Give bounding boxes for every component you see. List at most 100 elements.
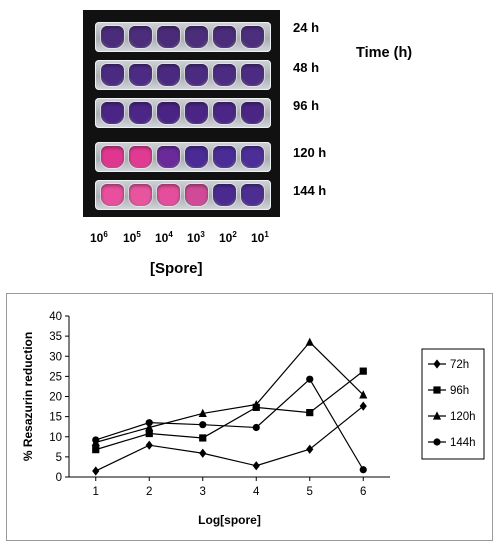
data-point-72h <box>252 461 260 471</box>
plate-strip <box>95 180 271 210</box>
plate-well <box>129 64 152 86</box>
legend-entry: 144h <box>450 437 476 449</box>
y-tick-label: 40 <box>49 311 62 323</box>
y-tick-label: 10 <box>49 432 62 444</box>
concentration-label: 106 <box>90 230 108 245</box>
legend-entry: 72h <box>450 359 469 371</box>
data-point-72h <box>199 448 207 458</box>
concentration-label: 103 <box>187 230 205 245</box>
series-line-144h <box>95 378 364 471</box>
legend-marker <box>433 386 441 394</box>
plate-strip <box>95 142 271 172</box>
plate-well <box>101 146 124 168</box>
legend-entry: 120h <box>450 411 476 423</box>
x-tick-label: 6 <box>360 486 366 498</box>
plate-well <box>157 26 180 48</box>
x-axis-label: Log[spore] <box>198 513 261 527</box>
legend-marker <box>432 411 442 420</box>
concentration-label: 104 <box>155 230 173 245</box>
plate-well <box>157 64 180 86</box>
data-point-96h <box>199 434 207 442</box>
time-axis-title: Time (h) <box>356 45 413 61</box>
plate-well <box>185 146 208 168</box>
data-point-120h <box>305 337 314 346</box>
time-label: 120 h <box>293 145 327 160</box>
plate-well <box>241 26 264 48</box>
series-line-72h <box>95 405 364 472</box>
concentration-label: 105 <box>123 230 141 245</box>
plate-strip <box>95 22 271 52</box>
plate-well <box>129 26 152 48</box>
time-label: 96 h <box>293 98 320 113</box>
data-point-120h <box>252 399 261 409</box>
y-tick-label: 35 <box>49 331 62 343</box>
data-point-144h <box>306 375 314 383</box>
data-point-72h <box>145 440 153 450</box>
data-point-120h <box>198 408 207 418</box>
plate-well <box>101 102 124 124</box>
y-axis-label: % Resazurin reduction <box>21 332 35 461</box>
plate-well <box>213 184 236 206</box>
data-point-120h <box>359 390 368 399</box>
plate-well <box>213 64 236 86</box>
legend-marker <box>433 438 441 446</box>
plate-strip <box>95 60 271 90</box>
plate-well <box>101 64 124 86</box>
plate-well <box>129 146 152 168</box>
plate-well <box>129 102 152 124</box>
plate-well <box>185 64 208 86</box>
plate-well <box>241 184 264 206</box>
plate-well <box>185 102 208 124</box>
plate-well <box>213 146 236 168</box>
data-point-120h <box>145 422 154 432</box>
plate-well <box>157 146 180 168</box>
y-tick-label: 5 <box>56 452 62 464</box>
legend-marker <box>433 359 441 369</box>
plate-well <box>241 102 264 124</box>
x-tick-label: 2 <box>146 486 152 498</box>
concentration-label: 102 <box>219 230 237 245</box>
y-tick-label: 0 <box>56 472 62 484</box>
y-tick-label: 15 <box>49 412 62 424</box>
plate-well <box>157 102 180 124</box>
chart-frame: 0 5 10 15 20 25 30 35 40 1 2 3 4 5 6 Log[spore] % Resazu… <box>6 293 493 541</box>
legend-box <box>421 348 485 460</box>
plate-strip <box>95 98 271 128</box>
data-point-72h <box>359 401 367 411</box>
data-point-96h <box>306 409 314 417</box>
resazurin-line-chart: 0 5 10 15 20 25 30 35 40 1 2 3 4 5 6 Log[spore] % Resazu… <box>21 311 485 527</box>
data-point-96h <box>359 367 367 375</box>
time-label: 24 h <box>293 20 320 35</box>
plate-well <box>185 26 208 48</box>
data-point-144h <box>92 436 100 444</box>
x-tick-label: 4 <box>253 486 260 498</box>
well-plate-photo <box>83 10 280 217</box>
data-point-144h <box>359 466 367 474</box>
series-line-120h <box>95 341 364 443</box>
plate-well <box>157 184 180 206</box>
time-label: 144 h <box>293 183 327 198</box>
plate-well <box>101 184 124 206</box>
data-point-144h <box>252 423 260 432</box>
data-point-96h <box>145 429 153 438</box>
y-tick-label: 30 <box>49 351 62 363</box>
x-tick-label: 5 <box>307 486 313 498</box>
y-tick-label: 20 <box>49 392 62 404</box>
legend-entry: 96h <box>450 385 469 397</box>
plate-well <box>213 102 236 124</box>
data-point-144h <box>145 419 153 427</box>
plate-well <box>129 184 152 206</box>
data-point-96h <box>92 446 100 454</box>
data-point-144h <box>199 421 207 429</box>
spore-axis-title: [Spore] <box>150 260 203 277</box>
plate-well <box>101 26 124 48</box>
plate-well <box>241 146 264 168</box>
x-tick-label: 1 <box>93 486 99 498</box>
data-point-72h <box>306 444 314 454</box>
series-line-96h <box>95 370 364 451</box>
data-point-72h <box>92 466 100 476</box>
plate-well <box>241 64 264 86</box>
x-tick-label: 3 <box>200 486 206 498</box>
time-label: 48 h <box>293 60 320 75</box>
concentration-label: 101 <box>251 230 269 245</box>
